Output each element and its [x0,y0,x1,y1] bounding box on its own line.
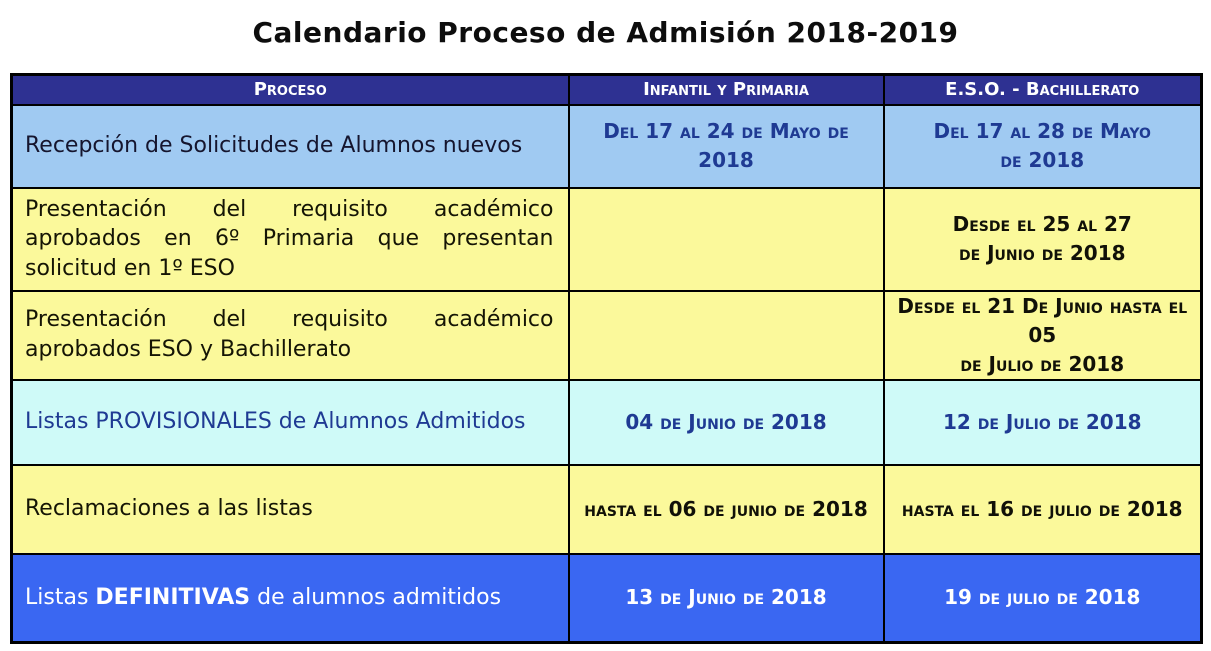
process-cell: Listas DEFINITIVAS de alumnos admitidos [10,552,570,644]
table-row-reclamaciones: Reclamaciones a las listas hasta el 06 d… [10,463,1203,555]
date-cell-eso: 12 de Julio de 2018 [882,378,1203,466]
process-text: Listas [25,584,96,610]
table-row-requisito-primaria: Presentación del requisito académico apr… [10,186,1203,292]
date-cell-infantil: 04 de Junio de 2018 [567,378,885,466]
process-text: de alumnos admitidos [250,584,502,610]
admission-calendar-table: Proceso Infantil y Primaria E.S.O. - Bac… [10,73,1203,645]
column-header-eso-bachillerato: E.S.O. - Bachillerato [882,73,1203,106]
table-row-listas-definitivas: Listas DEFINITIVAS de alumnos admitidos … [10,552,1203,644]
process-cell: Recepción de Solicitudes de Alumnos nuev… [10,103,570,189]
date-cell-eso: Desde el 25 al 27 de Junio de 2018 [882,186,1203,292]
table-row-requisito-eso-bachillerato: Presentación del requisito académico apr… [10,289,1203,381]
date-cell-infantil: hasta el 06 de junio de 2018 [567,463,885,555]
process-cell: Reclamaciones a las listas [10,463,570,555]
date-cell-infantil: 13 de Junio de 2018 [567,552,885,644]
process-cell: Listas PROVISIONALES de Alumnos Admitido… [10,378,570,466]
page-title: Calendario Proceso de Admisión 2018-2019 [252,16,959,49]
process-cell: Presentación del requisito académico apr… [10,289,570,381]
date-cell-infantil [567,186,885,292]
process-cell: Presentación del requisito académico apr… [10,186,570,292]
date-cell-eso: hasta el 16 de julio de 2018 [882,463,1203,555]
date-cell-eso: Desde el 21 De Junio hasta el 05 de Juli… [882,289,1203,381]
column-header-proceso: Proceso [10,73,570,106]
date-cell-infantil [567,289,885,381]
column-header-infantil-primaria: Infantil y Primaria [567,73,885,106]
table-row-listas-provisionales: Listas PROVISIONALES de Alumnos Admitido… [10,378,1203,466]
process-text-emphasis: DEFINITIVAS [95,584,251,610]
date-cell-eso: Del 17 al 28 de Mayo de 2018 [882,103,1203,189]
table-row-recepcion-solicitudes: Recepción de Solicitudes de Alumnos nuev… [10,103,1203,189]
date-cell-infantil: Del 17 al 24 de Mayo de 2018 [567,103,885,189]
date-cell-eso: 19 de julio de 2018 [882,552,1203,644]
header-row: Proceso Infantil y Primaria E.S.O. - Bac… [10,73,1203,106]
